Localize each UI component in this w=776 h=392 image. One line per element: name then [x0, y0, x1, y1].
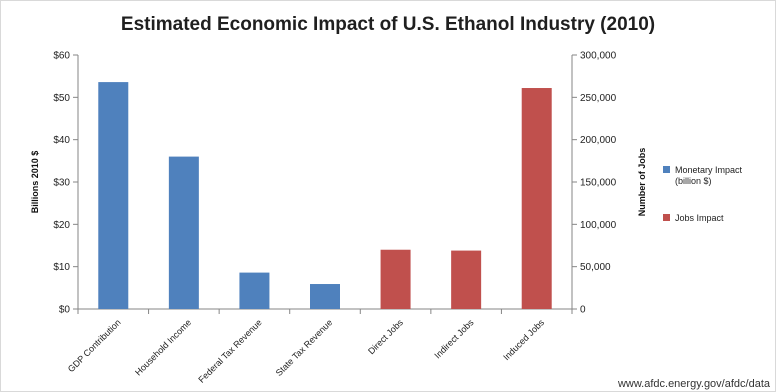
legend-swatch [663, 214, 670, 221]
bar-jobs-5 [451, 250, 482, 309]
category-label: Direct Jobs [366, 317, 405, 356]
left-axis-tick-label: $40 [53, 135, 70, 146]
left-axis-tick-label: $20 [53, 220, 70, 231]
left-axis-tick-label: $10 [53, 262, 70, 273]
bar-monetary-2 [239, 272, 270, 309]
right-axis-tick-label: 200,000 [580, 135, 617, 146]
source-note: www.afdc.energy.gov/afdc/data [617, 378, 770, 390]
right-axis-tick-label: 300,000 [580, 51, 617, 62]
category-label: Household Income [133, 317, 193, 377]
right-axis-tick-label: 100,000 [580, 220, 617, 231]
legend-entry-text: Jobs Impact [675, 213, 724, 223]
category-label: Federal Tax Revenue [196, 317, 263, 384]
right-axis-tick-label: 150,000 [580, 178, 617, 189]
bar-jobs-6 [521, 88, 552, 310]
category-label: State Tax Revenue [274, 317, 335, 378]
left-axis-tick-label: $60 [53, 51, 70, 62]
category-label: Induced Jobs [501, 317, 546, 362]
left-axis-title: Billions 2010 $ [30, 151, 40, 214]
bar-monetary-0 [98, 82, 129, 310]
right-axis-title: Number of Jobs [637, 148, 647, 217]
right-axis-tick-label: 0 [580, 305, 586, 316]
right-axis-tick-label: 250,000 [580, 93, 617, 104]
left-axis-tick-label: $30 [53, 178, 70, 189]
left-axis-tick-label: $0 [59, 305, 71, 316]
chart-title: Estimated Economic Impact of U.S. Ethano… [120, 14, 656, 35]
legend-swatch [663, 166, 670, 173]
right-axis-tick-label: 50,000 [580, 262, 611, 273]
legend-entry-text: Monetary Impact [675, 165, 743, 175]
bar-monetary-1 [168, 156, 199, 309]
bar-monetary-3 [310, 284, 340, 309]
legend-entry-text: (billion $) [675, 176, 712, 186]
bar-jobs-4 [380, 249, 411, 309]
category-label: Indirect Jobs [432, 317, 476, 361]
left-axis-tick-label: $50 [53, 93, 70, 104]
category-label: GDP Contribution [66, 317, 123, 374]
